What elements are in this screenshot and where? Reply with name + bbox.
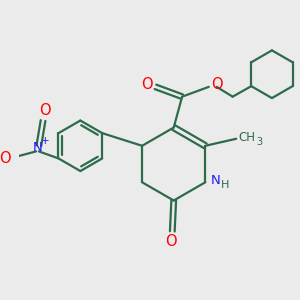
Text: O: O <box>0 151 11 166</box>
Text: CH: CH <box>238 131 255 144</box>
Text: O: O <box>141 76 153 92</box>
Text: H: H <box>221 180 229 190</box>
Text: O: O <box>212 76 223 92</box>
Text: O: O <box>165 234 177 249</box>
Text: 3: 3 <box>256 137 262 147</box>
Text: N: N <box>33 141 42 154</box>
Text: +: + <box>41 136 49 146</box>
Text: N: N <box>210 174 220 188</box>
Text: O: O <box>39 103 50 118</box>
